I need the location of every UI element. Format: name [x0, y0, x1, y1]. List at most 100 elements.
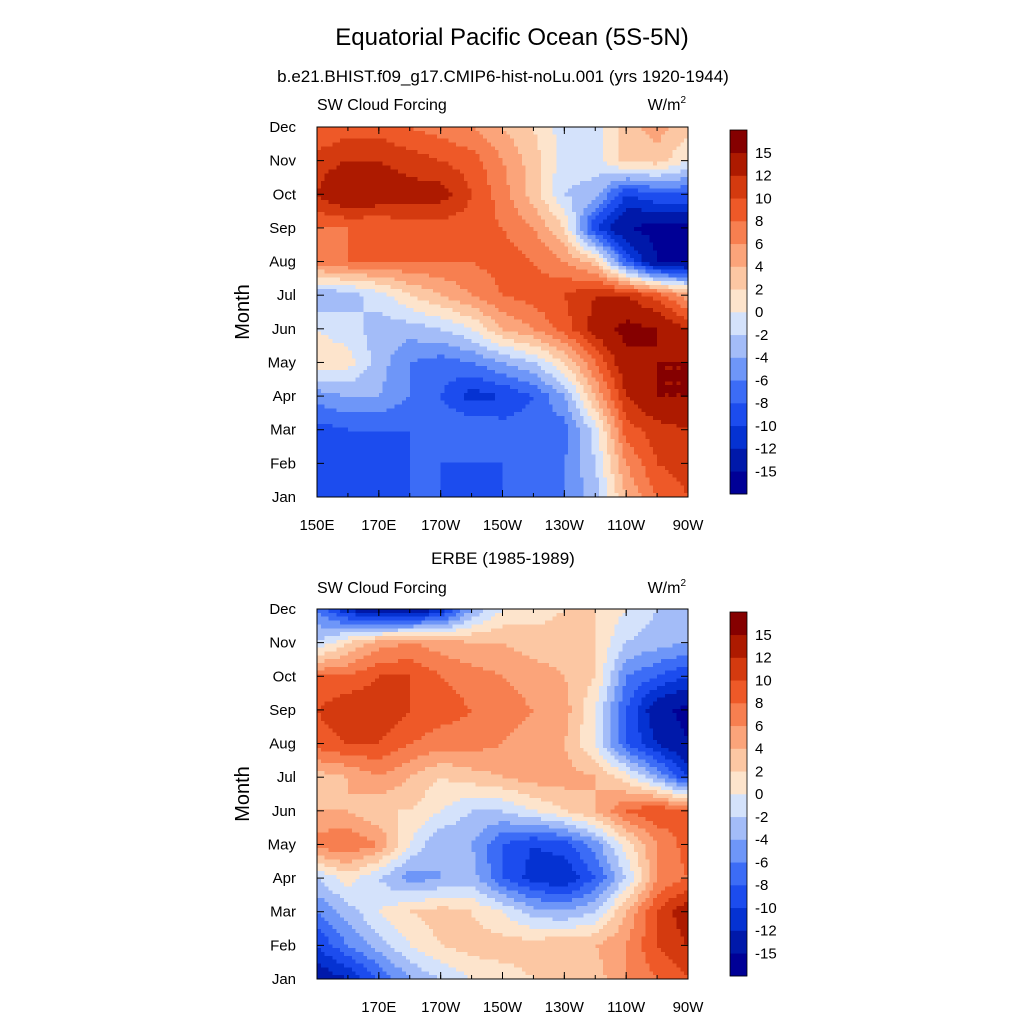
- heatmap-cell: [583, 238, 589, 244]
- heatmap-cell: [657, 157, 662, 163]
- heatmap-cell: [521, 200, 527, 205]
- heatmap-cell: [502, 165, 507, 170]
- heatmap-cell: [637, 246, 643, 251]
- heatmap-cell: [653, 308, 658, 313]
- heatmap-cell: [579, 304, 585, 309]
- heatmap-cell: [602, 204, 608, 209]
- heatmap-cell: [363, 231, 368, 236]
- heatmap-cell: [490, 277, 496, 282]
- heatmap-cell: [371, 180, 376, 186]
- heatmap-cell: [560, 261, 565, 267]
- heatmap-cell: [436, 146, 442, 151]
- heatmap-cell: [626, 258, 631, 263]
- heatmap-cell: [494, 231, 500, 236]
- heatmap-cell: [579, 184, 585, 190]
- heatmap-cell: [533, 161, 538, 167]
- heatmap-cell: [332, 246, 337, 251]
- heatmap-cell: [463, 261, 469, 267]
- heatmap-cell: [564, 150, 569, 155]
- heatmap-cell: [487, 200, 492, 205]
- heatmap-cell: [467, 234, 473, 240]
- heatmap-cell: [483, 308, 488, 313]
- heatmap-cell: [668, 277, 674, 282]
- heatmap-cell: [452, 319, 457, 325]
- heatmap-cell: [479, 165, 484, 170]
- heatmap-cell: [390, 169, 395, 174]
- heatmap-cell: [502, 192, 507, 197]
- heatmap-cell: [347, 234, 353, 240]
- heatmap-cell: [591, 184, 596, 190]
- heatmap-cell: [459, 169, 465, 174]
- heatmap-cell: [537, 207, 542, 213]
- heatmap-cell: [618, 142, 623, 147]
- heatmap-cell: [456, 254, 461, 259]
- heatmap-cell: [320, 200, 326, 205]
- heatmap-cell: [583, 288, 589, 294]
- heatmap-cell: [483, 250, 488, 255]
- heatmap-cell: [541, 196, 546, 201]
- heatmap-cell: [521, 165, 527, 170]
- heatmap-cell: [371, 269, 376, 275]
- heatmap-cell: [344, 312, 349, 317]
- heatmap-cell: [668, 192, 674, 197]
- heatmap-cell: [514, 227, 519, 232]
- heatmap-cell: [610, 184, 616, 190]
- heatmap-cell: [622, 261, 627, 267]
- heatmap-cell: [487, 315, 492, 321]
- heatmap-cell: [355, 288, 361, 294]
- heatmap-cell: [630, 184, 635, 190]
- heatmap-cell: [475, 254, 480, 259]
- heatmap-cell: [684, 223, 688, 228]
- heatmap-cell: [398, 138, 403, 144]
- heatmap-cell: [637, 273, 643, 278]
- heatmap-cell: [448, 177, 453, 182]
- heatmap-cell: [599, 153, 604, 159]
- heatmap-cell: [317, 258, 322, 263]
- heatmap-cell: [494, 296, 500, 302]
- heatmap-cell: [336, 258, 341, 263]
- heatmap-cell: [525, 265, 531, 271]
- heatmap-cell: [483, 134, 488, 140]
- heatmap-cell: [402, 250, 407, 255]
- heatmap-cell: [405, 277, 411, 282]
- heatmap-cell: [490, 269, 496, 275]
- heatmap-cell: [409, 246, 415, 251]
- heatmap-cell: [344, 261, 349, 267]
- heatmap-cell: [483, 323, 488, 329]
- heatmap-cell: [378, 215, 384, 221]
- heatmap-cell: [475, 292, 480, 298]
- heatmap-cell: [463, 296, 469, 302]
- heatmap-cell: [320, 227, 326, 232]
- heatmap-cell: [467, 184, 473, 190]
- heatmap-cell: [568, 146, 573, 151]
- heatmap-cell: [402, 184, 407, 190]
- heatmap-cell: [363, 296, 368, 302]
- heatmap-cell: [456, 215, 461, 221]
- heatmap-cell: [637, 277, 643, 282]
- heatmap-cell: [568, 127, 573, 132]
- heatmap-cell: [649, 184, 654, 190]
- heatmap-cell: [328, 184, 334, 190]
- heatmap-cell: [510, 192, 515, 197]
- heatmap-cell: [340, 242, 345, 248]
- heatmap-cell: [378, 238, 384, 244]
- heatmap-cell: [664, 261, 670, 267]
- heatmap-cell: [653, 227, 658, 232]
- heatmap-cell: [599, 138, 604, 144]
- heatmap-cell: [336, 277, 341, 282]
- heatmap-cell: [328, 169, 334, 174]
- heatmap-cell: [479, 285, 484, 290]
- heatmap-cell: [490, 138, 496, 144]
- heatmap-cell: [444, 246, 449, 251]
- heatmap-cell: [475, 234, 480, 240]
- heatmap-cell: [521, 142, 527, 147]
- heatmap-cell: [633, 300, 639, 305]
- heatmap-cell: [664, 300, 670, 305]
- heatmap-cell: [510, 234, 515, 240]
- heatmap-cell: [398, 285, 403, 290]
- heatmap-cell: [572, 180, 577, 186]
- heatmap-cell: [552, 180, 558, 186]
- heatmap-cell: [633, 150, 639, 155]
- heatmap-cell: [583, 173, 589, 178]
- heatmap-cell: [668, 177, 674, 182]
